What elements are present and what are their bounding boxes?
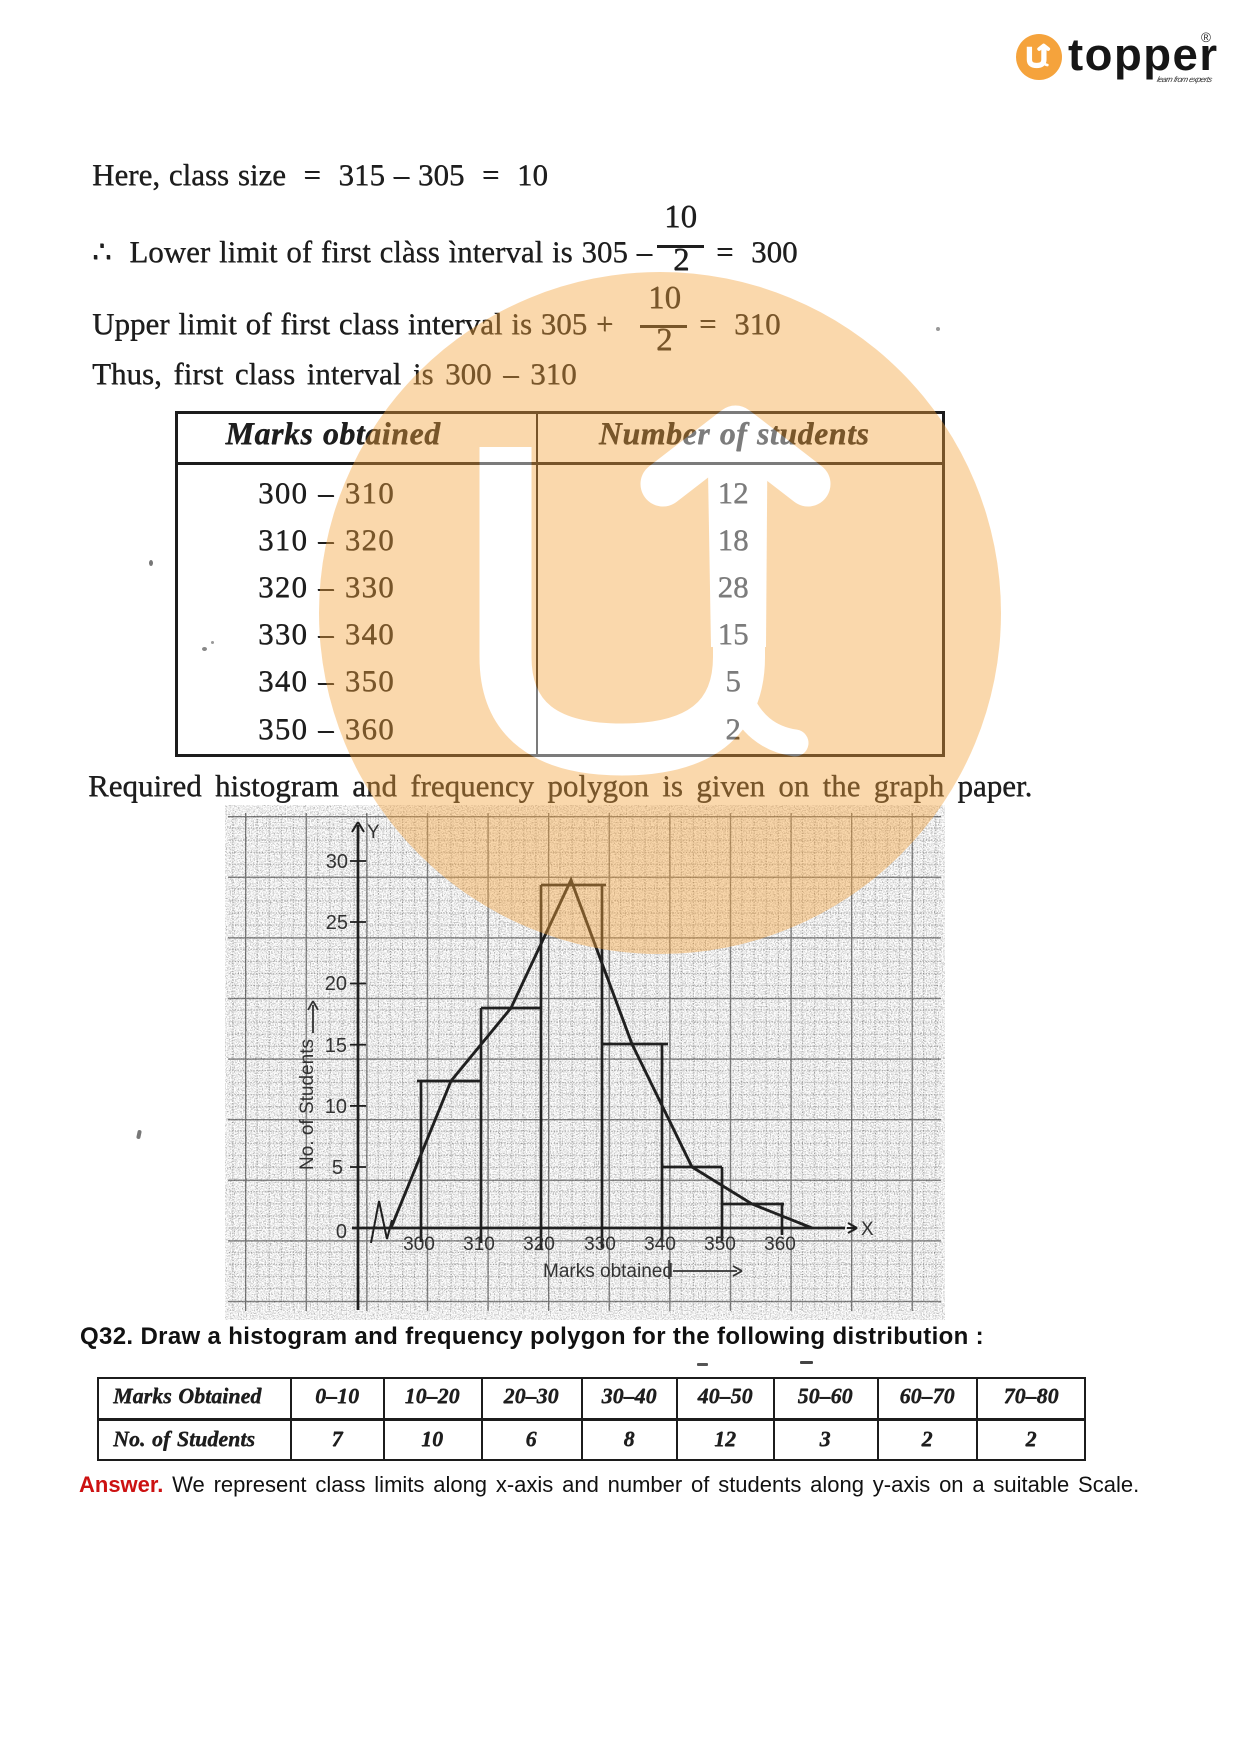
svg-text:5: 5 xyxy=(332,1157,343,1179)
svg-text:310: 310 xyxy=(463,1234,495,1255)
svg-text:No. of Students: No. of Students xyxy=(297,1039,318,1170)
svg-text:X: X xyxy=(861,1219,874,1240)
svg-text:25: 25 xyxy=(326,912,348,934)
svg-text:10: 10 xyxy=(325,1096,347,1118)
svg-text:Marks obtained: Marks obtained xyxy=(543,1261,673,1282)
svg-text:350: 350 xyxy=(704,1234,736,1255)
svg-text:360: 360 xyxy=(764,1234,796,1255)
svg-text:20: 20 xyxy=(325,973,347,995)
svg-text:15: 15 xyxy=(325,1035,347,1057)
svg-text:0: 0 xyxy=(336,1221,347,1243)
svg-text:330: 330 xyxy=(584,1234,616,1255)
svg-text:320: 320 xyxy=(523,1234,555,1255)
svg-text:300: 300 xyxy=(403,1234,435,1255)
svg-text:340: 340 xyxy=(644,1234,676,1255)
svg-text:30: 30 xyxy=(326,851,348,873)
svg-text:Y: Y xyxy=(367,822,380,843)
